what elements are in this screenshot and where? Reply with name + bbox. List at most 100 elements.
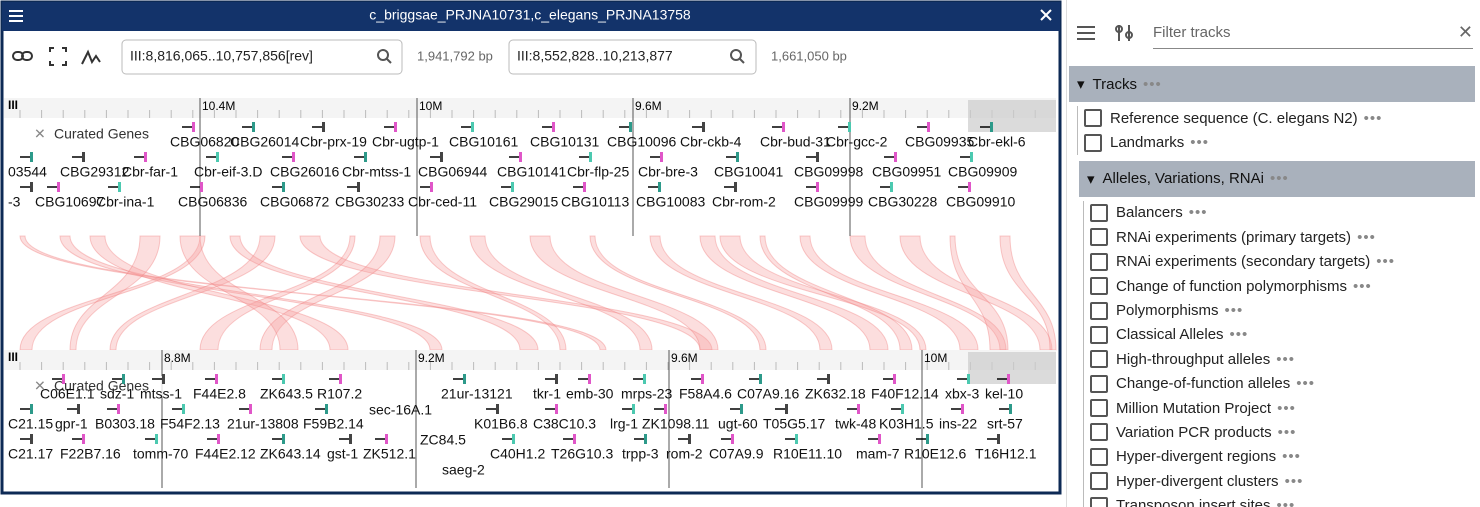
gene-label: F59B2.14 <box>303 416 364 432</box>
checkbox[interactable] <box>1090 252 1108 271</box>
menu-icon[interactable] <box>1073 23 1103 43</box>
menu-icon[interactable] <box>9 10 23 22</box>
checkbox[interactable] <box>1090 277 1108 296</box>
gene-exon <box>573 434 576 444</box>
track-item[interactable]: Hyper-divergent regions ••• <box>1090 445 1480 469</box>
checkbox[interactable] <box>1090 496 1108 507</box>
filter-input[interactable]: Filter tracks ✕ <box>1153 18 1473 49</box>
gene-label: ZC84.5 <box>420 432 466 448</box>
checkbox[interactable] <box>1084 109 1102 128</box>
gene-exon <box>970 152 973 162</box>
location-input[interactable] <box>121 39 403 75</box>
gene-exon <box>57 182 60 192</box>
gene-exon <box>496 404 499 414</box>
gene-label: F44E2.12 <box>195 446 256 462</box>
track-item[interactable]: Hyper-divergent clusters ••• <box>1090 469 1480 493</box>
track-item[interactable]: Landmarks ••• <box>1084 130 1480 154</box>
gene-label: CBG10141 <box>497 164 566 180</box>
gene-label: 21ur-13808 <box>227 416 299 432</box>
track-item[interactable]: Variation PCR products ••• <box>1090 420 1480 444</box>
link-icon-2 <box>21 51 33 61</box>
checkbox[interactable] <box>1090 447 1108 466</box>
gene-exon <box>857 404 860 414</box>
track-item[interactable]: Million Mutation Project ••• <box>1090 396 1480 420</box>
gene-exon <box>1007 374 1010 384</box>
checkbox[interactable] <box>1090 399 1108 418</box>
track-item[interactable]: RNAi experiments (secondary targets) ••• <box>1090 250 1480 274</box>
track-name: Polymorphisms <box>1116 302 1219 320</box>
gene-exon <box>192 122 195 132</box>
location-input[interactable] <box>508 39 757 75</box>
track-item[interactable]: Balancers ••• <box>1090 201 1480 225</box>
gene-exon <box>890 182 893 192</box>
checkbox[interactable] <box>1090 228 1108 247</box>
checkbox[interactable] <box>1090 472 1108 491</box>
ruler-label: 9.2M <box>418 351 445 365</box>
gene-exon <box>440 152 443 162</box>
gene-label: CBG09935 <box>905 134 974 150</box>
gene-label: ZK1098.11 <box>642 416 710 432</box>
gene-exon <box>216 152 219 162</box>
gene-label: 03544 <box>8 164 47 180</box>
gene-label: srt-57 <box>987 416 1023 432</box>
gene-label: Cbr-rom-2 <box>712 194 776 210</box>
gene-label: Cbr-ina-1 <box>96 194 155 210</box>
fit-icon[interactable] <box>49 47 67 66</box>
track-menu: ••• <box>1284 472 1304 490</box>
checkbox[interactable] <box>1090 301 1108 320</box>
track-item[interactable]: Transposon insert sites ••• <box>1090 493 1480 507</box>
gene-label: T05G5.17 <box>763 416 825 432</box>
gene-exon <box>322 122 325 132</box>
section-header: ▾ Tracks ••• <box>1069 66 1475 102</box>
view-title: c_briggsae_PRJNA10731,c_elegans_PRJNA137… <box>369 7 691 23</box>
gene-label: Cbr-far-1 <box>122 164 178 180</box>
gene-exon <box>731 434 734 444</box>
checkbox[interactable] <box>1090 374 1108 393</box>
gene-label: F40F12.14 <box>871 386 939 402</box>
gene-exon <box>901 404 904 414</box>
gene-exon <box>632 404 635 414</box>
checkbox[interactable] <box>1090 423 1108 442</box>
curve-icon[interactable] <box>81 49 101 65</box>
track-name: Transposon insert sites <box>1116 497 1271 507</box>
gene-label: C21.15 <box>8 416 53 432</box>
checkbox[interactable] <box>1090 350 1108 369</box>
track-item[interactable]: Change of function polymorphisms ••• <box>1090 274 1480 298</box>
gene-exon <box>827 374 830 384</box>
gene-label: K03H1.5 <box>879 416 934 432</box>
section-items: Reference sequence (C. elegans N2) ••• Lan… <box>1077 106 1480 155</box>
caret: ▾ <box>1077 76 1085 93</box>
close-icon[interactable] <box>1040 9 1052 21</box>
checkbox[interactable] <box>1090 325 1108 344</box>
gene-label: T26G10.3 <box>551 446 613 462</box>
gene-exon <box>583 182 586 192</box>
track-item[interactable]: Reference sequence (C. elegans N2) ••• <box>1084 106 1480 130</box>
track-item[interactable]: RNAi experiments (primary targets) ••• <box>1090 225 1480 249</box>
tracks-icon[interactable] <box>1111 21 1141 45</box>
gene-exon <box>82 434 85 444</box>
gene-exon <box>282 374 285 384</box>
track-list: ▾ Tracks ••• Reference sequence (C. elegans… <box>1067 66 1480 507</box>
gene-label: CBG10113 <box>561 194 629 210</box>
gene-label: CBG29312 <box>60 164 129 180</box>
track-item[interactable]: Change-of-function alleles ••• <box>1090 372 1480 396</box>
ruler-label: 9.6M <box>635 99 662 113</box>
track-item[interactable]: High-throughput alleles ••• <box>1090 347 1480 371</box>
track-menu: ••• <box>1276 350 1296 368</box>
section-menu: ••• <box>1269 170 1289 188</box>
gene-exon <box>30 152 33 162</box>
track-menu: ••• <box>1352 277 1372 295</box>
checkbox[interactable] <box>1090 203 1108 222</box>
track-item[interactable]: Classical Alleles ••• <box>1090 323 1480 347</box>
gene-exon <box>759 374 762 384</box>
gene-label: Cbr-bre-3 <box>638 164 698 180</box>
ruler-label: 9.6M <box>671 351 698 365</box>
view-frame <box>0 0 1062 495</box>
checkbox[interactable] <box>1084 133 1102 152</box>
ruler-label: 10.4M <box>202 99 235 113</box>
linear-view: III 8.8M 9.2M 9.6M 10M Curated Genes ✕C06E1.1 s… <box>4 350 1056 488</box>
gene-exon <box>519 152 522 162</box>
close-track: ✕ <box>34 378 46 394</box>
gene-label: tomm-70 <box>133 446 188 462</box>
track-item[interactable]: Polymorphisms ••• <box>1090 298 1480 322</box>
